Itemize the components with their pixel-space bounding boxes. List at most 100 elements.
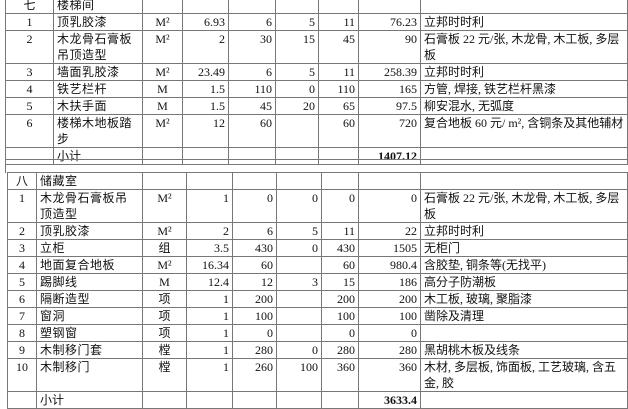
quantity: 12: [182, 114, 229, 148]
empty-cell: [186, 172, 233, 190]
total: 0: [358, 324, 421, 342]
divider: [5, 159, 627, 160]
row-number: 3: [5, 63, 54, 81]
remark: 柳安混水, 无弧度: [420, 97, 628, 115]
item-name: 顶乳胶漆: [36, 222, 143, 240]
quantity: 16.34: [186, 256, 233, 274]
unit-price: 0: [321, 189, 359, 223]
subtotal-value: 3633.4: [358, 391, 421, 409]
empty-cell: [420, 147, 628, 165]
row-number: 10: [7, 358, 37, 392]
quantity: 6.93: [182, 13, 229, 31]
remark: [420, 324, 628, 342]
material-price: 0: [232, 324, 277, 342]
quantity: 23.49: [182, 63, 229, 81]
unit: 项: [142, 307, 187, 325]
empty-cell: [321, 172, 359, 190]
unit: M²: [142, 222, 187, 240]
unit-price: 200: [321, 290, 359, 308]
remark: 含胶垫, 铜条等(无找平): [420, 256, 628, 274]
table-row: 2 木龙骨石膏板吊顶造型 M² 2 30 15 45 90 石膏板 22 元/张, 木龙骨, 木…: [5, 30, 628, 64]
row-number: 5: [5, 97, 54, 115]
unit-price: 0: [321, 324, 359, 342]
table-row: 5 木扶手面 M 1.5 45 20 65 97.5 柳安混水, 无弧度: [5, 97, 628, 115]
labor-price: [275, 114, 319, 148]
empty-cell: [358, 172, 421, 190]
total: 720: [358, 114, 421, 148]
labor-price: [276, 256, 322, 274]
unit: M: [142, 273, 187, 291]
item-name: 木龙骨石膏板吊顶造型: [36, 189, 143, 223]
table-row: 10 木制移门樘 1 260 100 360 360 木材, 多层板, 饰面板, 工艺玻璃, …: [7, 358, 628, 392]
total: 1505: [358, 239, 421, 257]
table-row: 6 楼梯木地板踏步 M² 12 60 60 720 复合地板 60 元/ m², 含铜条及其他…: [5, 114, 628, 148]
empty-cell: [142, 0, 183, 14]
section-name: 储藏室: [36, 172, 143, 190]
table-row: 7 窗洞项 1 100 100 100 凿除及清理: [7, 307, 628, 325]
labor-price: 5: [275, 13, 319, 31]
quantity: 1: [186, 358, 233, 392]
item-name: 塑钢窗: [36, 324, 143, 342]
empty-cell: [7, 391, 37, 409]
unit: 项: [142, 324, 187, 342]
total: 280: [358, 341, 421, 359]
quantity: 12.4: [186, 273, 233, 291]
total: 22: [358, 222, 421, 240]
labor-price: 0: [276, 341, 322, 359]
unit: M²: [142, 13, 183, 31]
total: 0: [358, 189, 421, 223]
remark: 凿除及清理: [420, 307, 628, 325]
unit-price: 11: [318, 13, 359, 31]
labor-price: 0: [276, 189, 322, 223]
empty-cell: [275, 147, 319, 165]
table-row: 3 立柜组 3.5 430 0 430 1505 无柜门: [7, 239, 628, 257]
unit: M²: [142, 30, 183, 64]
row-number: 2: [7, 222, 37, 240]
quantity: 3.5: [186, 239, 233, 257]
empty-cell: [142, 172, 187, 190]
empty-cell: [186, 391, 233, 409]
material-price: 0: [232, 189, 277, 223]
quantity: 1: [186, 341, 233, 359]
remark: 木材, 多层板, 饰面板, 工艺玻璃, 含五金, 胶: [420, 358, 628, 392]
unit: 樘: [142, 341, 187, 359]
total: 200: [358, 290, 421, 308]
table-row: 1 木龙骨石膏板吊顶造型 M² 1 0 0 0 0 石膏板 22 元/张, 木龙骨, 木工板, …: [7, 189, 628, 223]
row-number: 9: [7, 341, 37, 359]
empty-cell: [318, 147, 359, 165]
material-price: 6: [232, 222, 277, 240]
labor-price: 0: [276, 239, 322, 257]
material-price: 430: [232, 239, 277, 257]
quantity: 1.5: [182, 80, 229, 98]
labor-price: 3: [276, 273, 322, 291]
item-name: 铁艺栏杆: [53, 80, 143, 98]
total: 97.5: [358, 97, 421, 115]
labor-price: 15: [275, 30, 319, 64]
item-name: 木扶手面: [53, 97, 143, 115]
labor-price: 100: [276, 358, 322, 392]
empty-cell: [318, 0, 359, 14]
item-name: 楼梯木地板踏步: [53, 114, 143, 148]
table-row: 1 顶乳胶漆 M² 6.93 6 5 11 76.23 立邦时时利: [5, 13, 628, 31]
row-number: 5: [7, 273, 37, 291]
material-price: 100: [232, 307, 277, 325]
labor-price: 20: [275, 97, 319, 115]
unit: M²: [142, 256, 187, 274]
item-name: 踢脚线: [36, 273, 143, 291]
unit: 组: [142, 239, 187, 257]
section-table-storage-room: 八储藏室 1 木龙骨石膏板吊顶造型 M² 1 0 0 0 0 石膏板 22 元/张, 木龙骨, 木…: [7, 172, 628, 409]
labor-price: [276, 324, 322, 342]
section-header-row: 七楼梯间: [5, 0, 628, 14]
item-name: 墙面乳胶漆: [53, 63, 143, 81]
material-price: 30: [228, 30, 276, 64]
divider: [5, 159, 6, 173]
empty-cell: [275, 0, 319, 14]
row-number: 1: [5, 13, 54, 31]
quantity: 1: [186, 307, 233, 325]
empty-cell: [142, 391, 187, 409]
unit-price: 60: [321, 256, 359, 274]
item-name: 立柜: [36, 239, 143, 257]
remark: 木工板, 玻璃, 聚脂漆: [420, 290, 628, 308]
empty-cell: [232, 391, 277, 409]
table-row: 5 踢脚线 M 12.4 12 3 15 186 高分子防潮板: [7, 273, 628, 291]
